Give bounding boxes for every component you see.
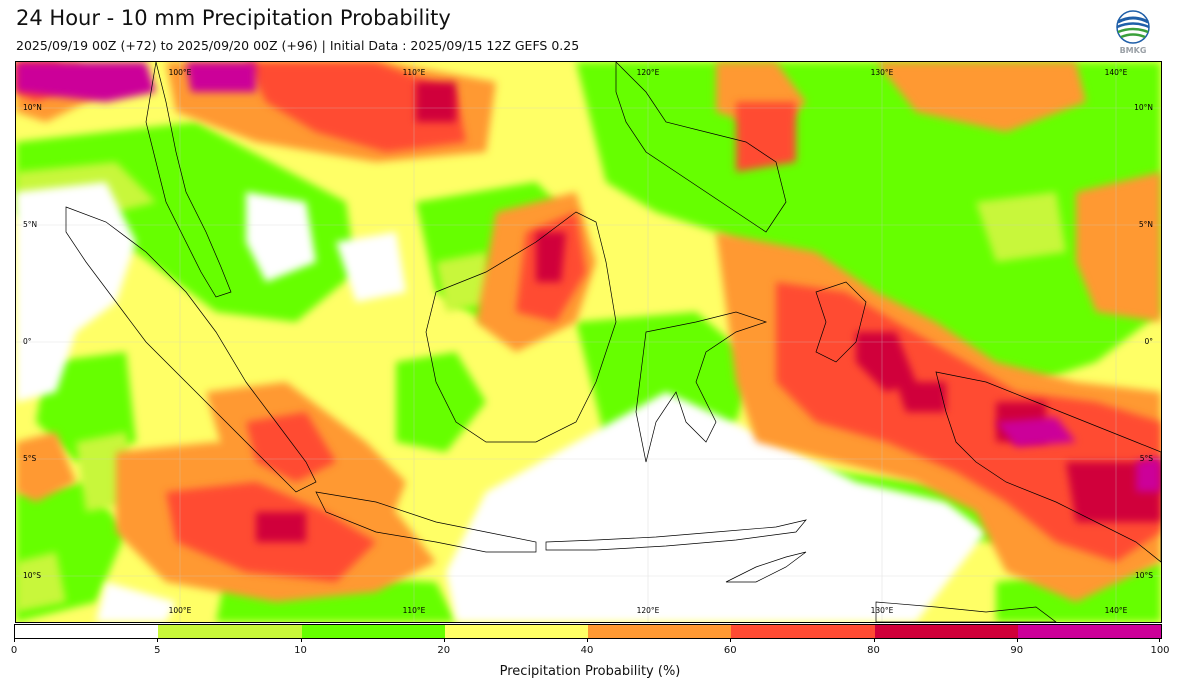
map-canvas: 100°E 110°E 120°E 130°E 140°E 100°E 110°… bbox=[16, 62, 1161, 622]
lon-label-bottom: 110°E bbox=[403, 606, 426, 615]
colorbar-segment bbox=[731, 625, 875, 638]
lat-labels-right: 10°N 5°N 0° 5°S 10°S bbox=[1134, 103, 1153, 580]
lat-label-left: 5°N bbox=[23, 220, 37, 229]
lon-label-bottom: 120°E bbox=[637, 606, 660, 615]
colorbar-tick-label: 20 bbox=[437, 645, 451, 656]
coastlines bbox=[65, 62, 1161, 622]
coast-borneo bbox=[425, 211, 617, 443]
contour-80-90 bbox=[256, 82, 1161, 542]
figure-subtitle: 2025/09/19 00Z (+72) to 2025/09/20 00Z (… bbox=[16, 38, 580, 53]
colorbar-tick bbox=[443, 638, 445, 642]
contour-0-5 bbox=[16, 182, 986, 622]
colorbar-tick-label: 0 bbox=[10, 645, 18, 656]
colorbar-tick bbox=[873, 638, 875, 642]
lon-label-bottom: 130°E bbox=[871, 606, 894, 615]
lat-label-left: 10°S bbox=[23, 571, 41, 580]
colorbar-tick bbox=[1159, 638, 1160, 642]
graticule bbox=[16, 62, 1161, 622]
colorbar-tick bbox=[730, 638, 732, 642]
colorbar-segment bbox=[15, 625, 159, 638]
colorbar-tick-label: 10 bbox=[294, 645, 307, 656]
lon-label-top: 130°E bbox=[871, 68, 894, 77]
colorbar-tick bbox=[14, 638, 15, 642]
colorbar-segment bbox=[588, 625, 732, 638]
lat-label-right: 5°N bbox=[1139, 220, 1153, 229]
lat-label-right: 10°S bbox=[1135, 571, 1153, 580]
colorbar-title: Precipitation Probability (%) bbox=[499, 664, 681, 679]
bmkg-logo-icon: BMKG bbox=[1116, 10, 1150, 55]
coast-sumatra bbox=[65, 206, 317, 493]
coast-malay bbox=[145, 62, 232, 298]
lat-labels-left: 10°N 5°N 0° 5°S 10°S bbox=[23, 103, 42, 580]
logo-text: BMKG bbox=[1120, 46, 1147, 55]
colorbar-segment bbox=[301, 625, 445, 638]
coast-java bbox=[315, 491, 537, 553]
colorbar bbox=[14, 624, 1162, 639]
colorbar-tick-label: 5 bbox=[154, 645, 161, 656]
colorbar-segment bbox=[874, 625, 1018, 638]
lat-label-left: 0° bbox=[23, 337, 32, 346]
coast-halmahera bbox=[815, 281, 867, 363]
colorbar-tick bbox=[587, 638, 588, 642]
colorbar-segment bbox=[158, 625, 302, 638]
lon-label-bottom: 100°E bbox=[169, 606, 192, 615]
lon-label-bottom: 140°E bbox=[1105, 606, 1128, 615]
lat-label-left: 10°N bbox=[23, 103, 42, 112]
lon-label-top: 110°E bbox=[403, 68, 426, 77]
precipitation-map: 100°E 110°E 120°E 130°E 140°E 100°E 110°… bbox=[15, 61, 1162, 623]
lat-label-right: 0° bbox=[1144, 337, 1153, 346]
colorbar-segment bbox=[444, 625, 588, 638]
coast-philippines bbox=[615, 62, 787, 233]
lon-labels-top: 100°E 110°E 120°E 130°E 140°E bbox=[169, 68, 1128, 77]
colorbar-tick-label: 80 bbox=[867, 645, 880, 656]
lat-label-right: 10°N bbox=[1134, 103, 1153, 112]
lon-label-top: 140°E bbox=[1105, 68, 1128, 77]
lat-label-left: 5°S bbox=[23, 454, 37, 463]
coast-new-guinea bbox=[935, 371, 1161, 563]
lon-labels-bottom: 100°E 110°E 120°E 130°E 140°E bbox=[169, 606, 1128, 615]
colorbar-tick-label: 90 bbox=[1010, 645, 1024, 656]
colorbar-segment bbox=[1017, 625, 1161, 638]
coast-lesser-sunda bbox=[545, 519, 807, 551]
colorbar-tick bbox=[1016, 638, 1018, 642]
colorbar-tick bbox=[157, 638, 159, 642]
colorbar-tick-label: 40 bbox=[580, 645, 594, 656]
colorbar-tick-label: 60 bbox=[723, 645, 737, 656]
coast-timor bbox=[725, 551, 807, 583]
lon-label-top: 100°E bbox=[169, 68, 192, 77]
lat-label-right: 5°S bbox=[1140, 454, 1154, 463]
figure-title: 24 Hour - 10 mm Precipitation Probabilit… bbox=[16, 6, 451, 30]
colorbar-tick-label: 100 bbox=[1150, 645, 1170, 656]
colorbar-tick bbox=[300, 638, 302, 642]
coast-australia bbox=[875, 601, 1057, 622]
contour-90-100 bbox=[16, 62, 1161, 492]
coast-sulawesi bbox=[635, 311, 768, 463]
lon-label-top: 120°E bbox=[637, 68, 660, 77]
